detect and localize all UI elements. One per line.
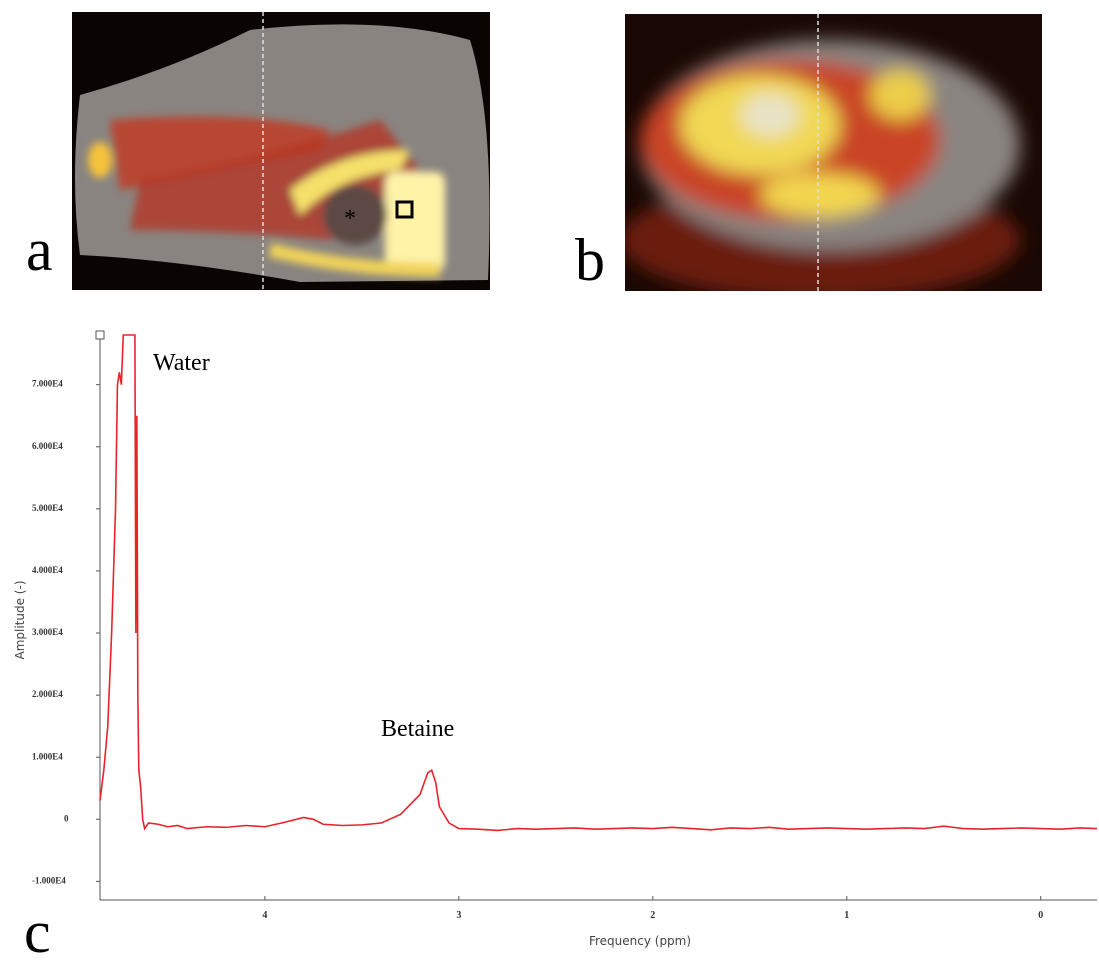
image-a: [72, 12, 490, 290]
x-tick-label: 1: [844, 910, 849, 921]
x-tick-label: 2: [650, 910, 655, 921]
spectrum-line: [99, 334, 1098, 832]
voxel-box: [395, 200, 414, 219]
panel-label: a: [26, 217, 53, 283]
y-tick-label: 0: [64, 813, 69, 823]
x-tick-label: 4: [262, 910, 267, 921]
y-tick-label: 1.000E4: [32, 751, 63, 761]
y-tick-label: 5.000E4: [32, 503, 63, 513]
y-tick-label: 4.000E4: [32, 565, 63, 575]
y-tick-label: -1.000E4: [32, 875, 66, 885]
panel-label: b: [575, 227, 605, 293]
panel-label: c: [24, 899, 51, 960]
y-axis-label: Amplitude (-): [13, 580, 27, 659]
x-axis-label: Frequency (ppm): [589, 934, 691, 948]
y-tick-label: 2.000E4: [32, 689, 63, 699]
annotation: Betaine: [381, 716, 454, 742]
x-tick-label: 0: [1038, 910, 1043, 921]
marker: *: [344, 206, 356, 232]
image-b: [625, 14, 1042, 291]
y-tick-label: 6.000E4: [32, 441, 63, 451]
x-tick-label: 3: [456, 910, 461, 921]
y-tick-label: 3.000E4: [32, 627, 63, 637]
annotation: Water: [153, 350, 210, 376]
y-tick-label: 7.000E4: [32, 379, 63, 389]
axis-handle: [95, 330, 105, 340]
